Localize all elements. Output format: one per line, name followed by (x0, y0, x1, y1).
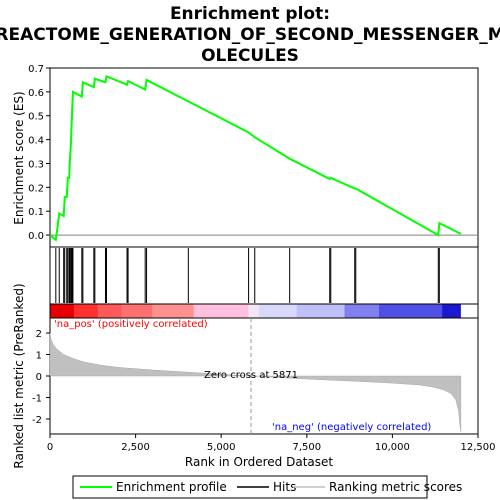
es-ytick-label: 0.3 (28, 159, 44, 170)
colorbar-segment (121, 304, 153, 318)
hits-panel (49, 246, 479, 305)
colorbar-segment (73, 304, 98, 318)
x-tick-label: 5,000 (207, 442, 236, 453)
legend: Enrichment profile Hits Ranking metric s… (72, 475, 462, 499)
es-ytick-label: 0.6 (28, 88, 44, 99)
x-tick-label: 2,500 (121, 442, 150, 453)
es-ytick-label: 0.5 (28, 112, 44, 123)
metric-ytick-label: 2 (36, 329, 42, 340)
colorbar-segment (296, 304, 345, 318)
es-ylabel: Enrichment score (ES) (12, 91, 26, 224)
ranking-metric-area (49, 332, 462, 432)
metric-ytick-label: 1 (36, 351, 42, 362)
x-tick-label: 10,000 (375, 442, 410, 453)
x-tick-label: 7,500 (292, 442, 321, 453)
metric-panel: -2 -1 0 1 2 'na_pos' (positively correlated)… (12, 283, 479, 469)
es-ytick-label: 0.0 (28, 231, 44, 242)
metric-ytick-label: 0 (36, 372, 42, 383)
es-ytick-label: 0.4 (28, 136, 44, 147)
legend-label-enrichment: Enrichment profile (116, 480, 227, 494)
x-tick-label: 12,500 (461, 442, 496, 453)
es-ytick-label: 0.7 (28, 64, 44, 75)
zero-cross-label: Zero cross at 5871 (204, 370, 298, 381)
legend-label-metric: Ranking metric scores (329, 480, 462, 494)
colorbar-segment (258, 304, 297, 318)
es-ytick-label: 0.1 (28, 207, 44, 218)
colorbar-segment (248, 304, 259, 318)
colorbar-segment (193, 304, 249, 318)
colorbar-segment (344, 304, 379, 318)
chart-title-line1: Enrichment plot: (170, 4, 330, 24)
colorbar-segment (152, 304, 194, 318)
metric-ytick-label: -2 (32, 415, 42, 426)
es-ytick-label: 0.2 (28, 183, 44, 194)
rank-colorbar (49, 303, 479, 319)
enrichment-profile-line (49, 74, 462, 242)
x-tick-label: 0 (47, 442, 53, 453)
neg-correlated-label: 'na_neg' (negatively correlated) (272, 422, 431, 433)
chart-title-line3: OLECULES (201, 46, 299, 66)
hits-panel-frame (49, 246, 479, 305)
chart-title-line2: REACTOME_GENERATION_OF_SECOND_MESSENGER_… (0, 25, 500, 45)
colorbar-segment (97, 304, 122, 318)
colorbar-segment (50, 304, 74, 318)
colorbar-segment (378, 304, 443, 318)
colorbar-segment (442, 304, 461, 318)
pos-correlated-label: 'na_pos' (positively correlated) (54, 319, 208, 330)
x-axis-label: Rank in Ordered Dataset (185, 455, 333, 469)
legend-label-hits: Hits (273, 480, 296, 494)
metric-ytick-label: -1 (32, 393, 42, 404)
es-panel: 0.0 0.1 0.2 0.3 0.4 0.5 0.6 0.7 Enrichment scor… (12, 64, 479, 248)
metric-ylabel: Ranked list metric (PreRanked) (12, 283, 26, 468)
